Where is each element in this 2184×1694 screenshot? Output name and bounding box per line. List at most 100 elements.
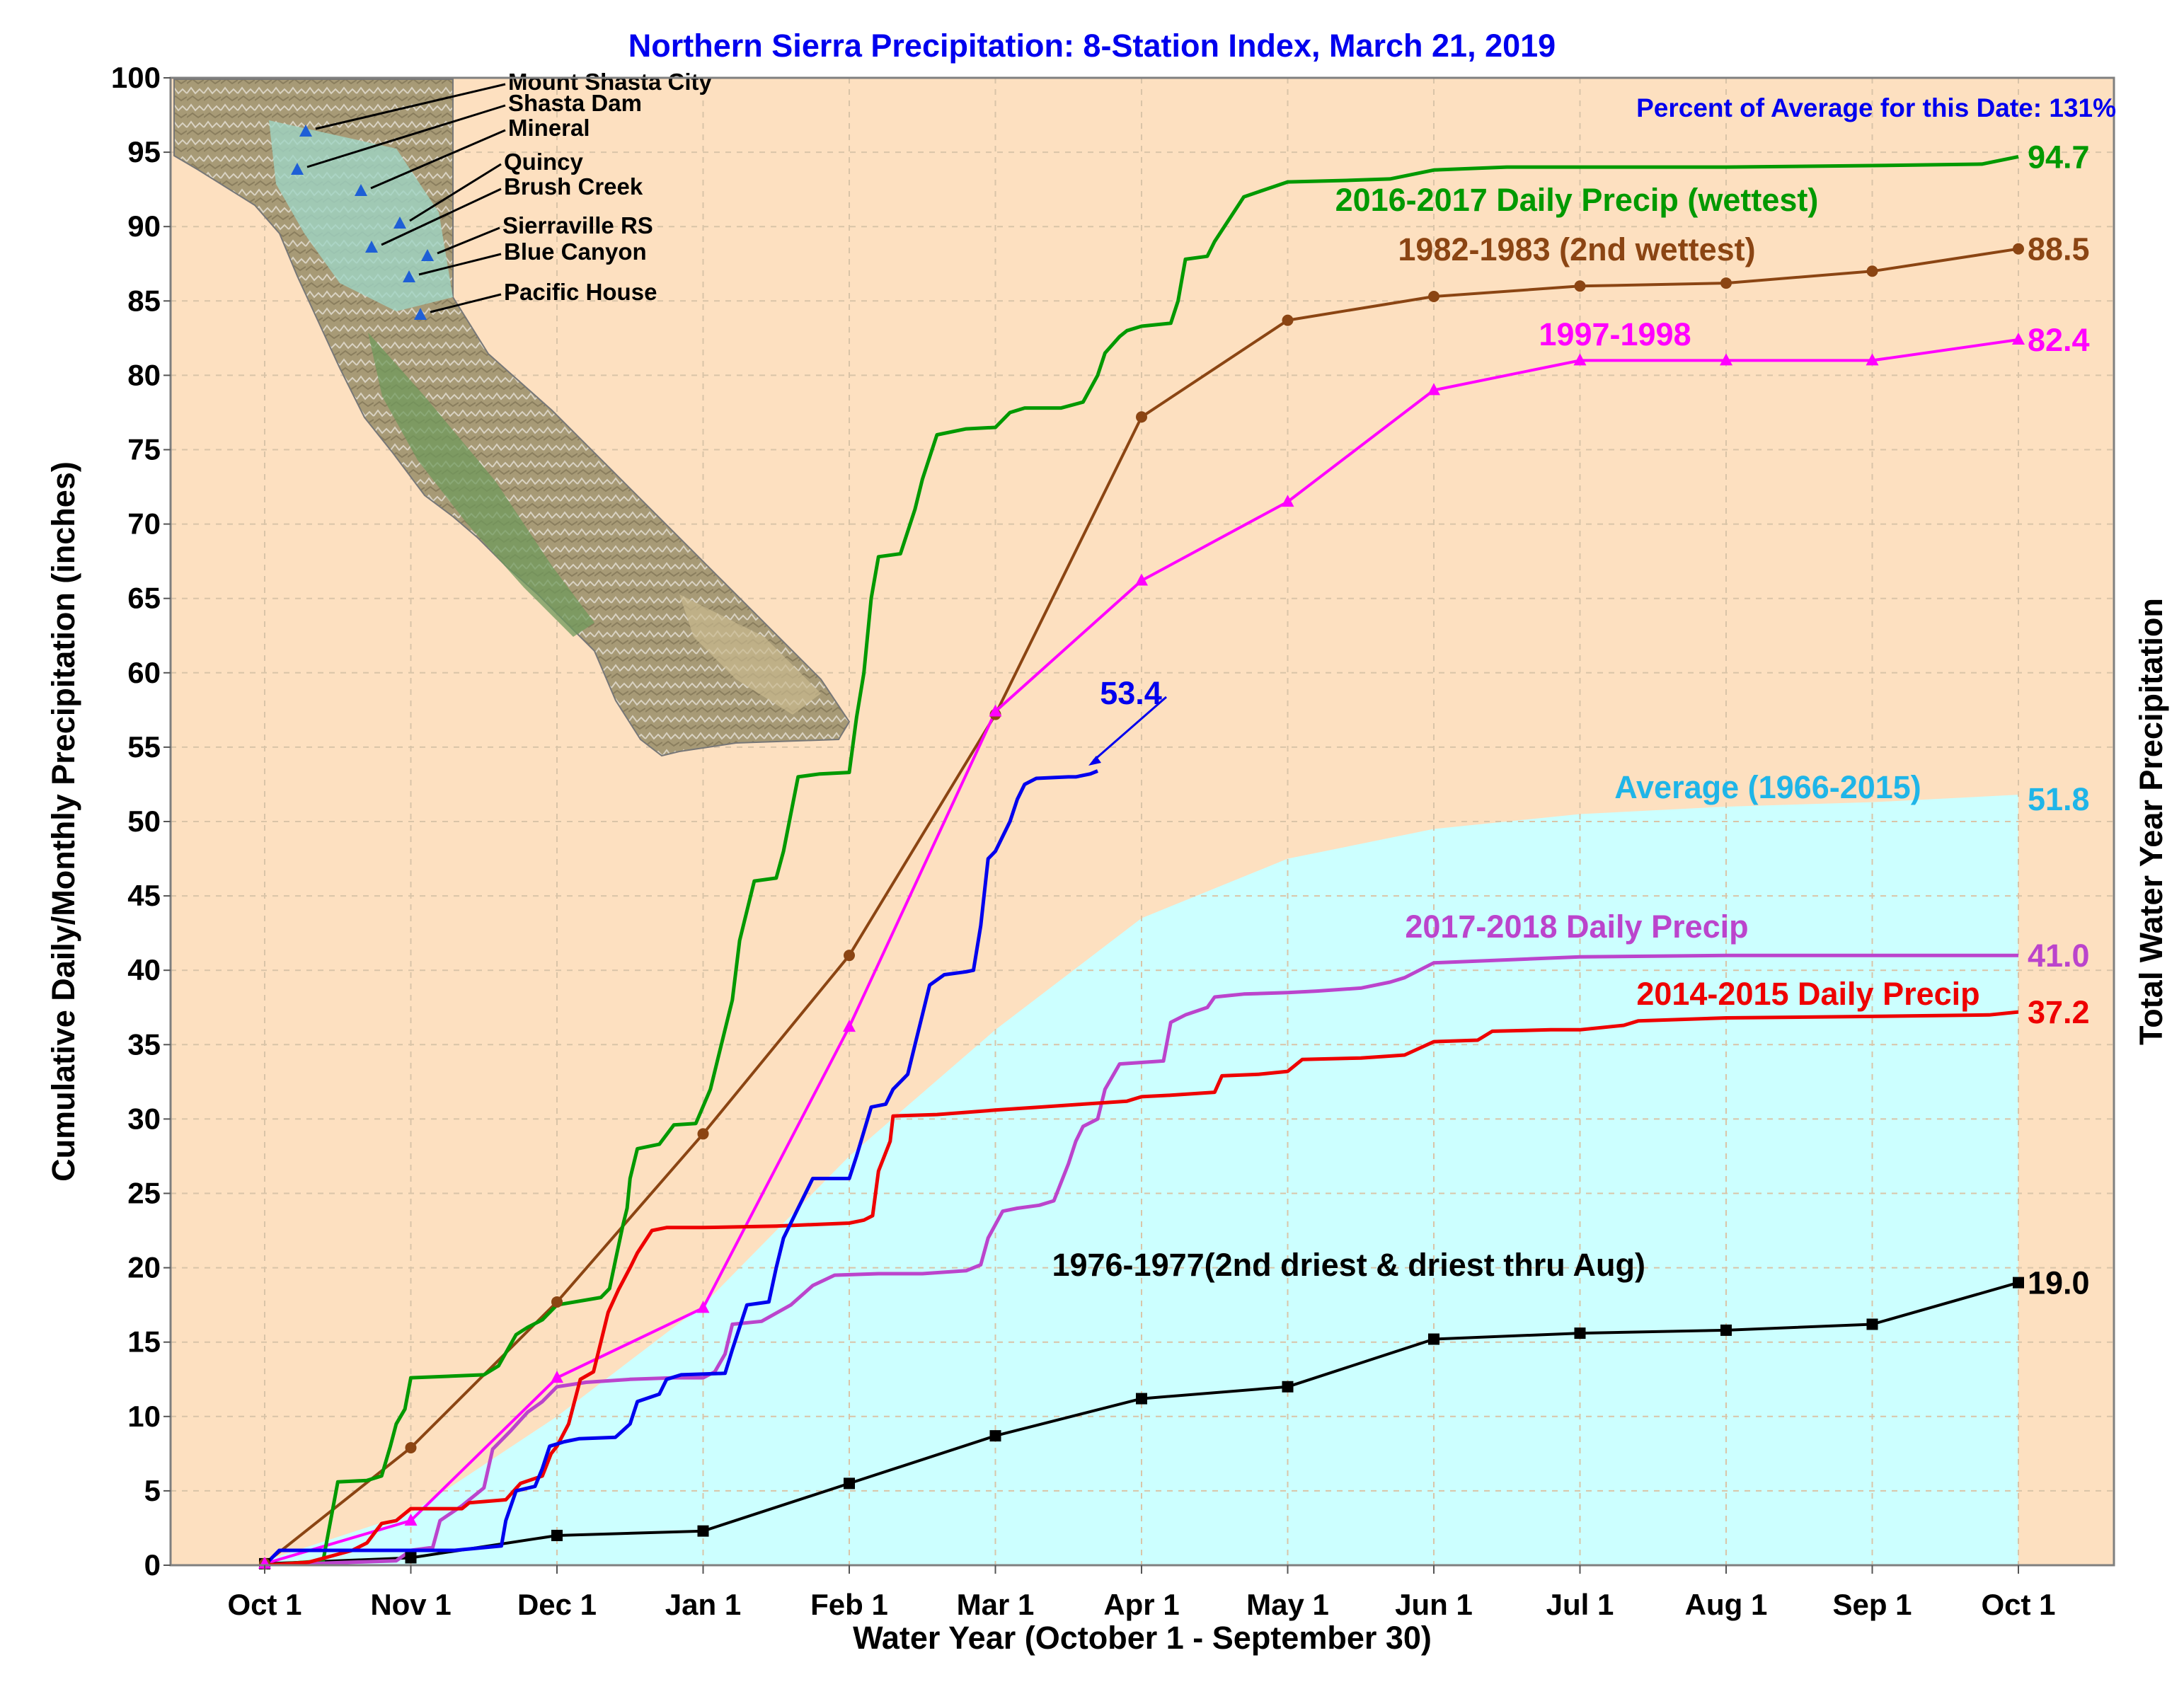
data-point-triangle bbox=[1720, 353, 1732, 366]
series-line bbox=[263, 769, 1098, 1565]
station-callout-line bbox=[315, 83, 506, 130]
central-valley bbox=[368, 333, 594, 637]
chart-subtitle: Percent of Average for this Date: 131% bbox=[1636, 93, 2116, 122]
data-point-triangle bbox=[1573, 353, 1587, 366]
label-1976-1977: 1976-1977(2nd driest & driest thru Aug) bbox=[1052, 1247, 1645, 1283]
series-line bbox=[264, 1010, 2019, 1565]
marker-layer bbox=[258, 243, 2025, 1569]
station-marker-icon bbox=[421, 249, 434, 261]
x-tick-label: Aug 1 bbox=[1685, 1588, 1768, 1621]
data-point-square bbox=[2013, 1277, 2024, 1289]
station-marker-icon bbox=[365, 241, 378, 253]
x-tick-label: May 1 bbox=[1246, 1588, 1329, 1621]
y-tick-label: 80 bbox=[127, 358, 161, 391]
data-point-square bbox=[551, 1529, 563, 1541]
station-marker-icon bbox=[393, 217, 406, 229]
station-callout-line bbox=[430, 293, 502, 313]
label-2016-2017: 2016-2017 Daily Precip (wettest) bbox=[1335, 182, 1819, 218]
southern-desert bbox=[679, 594, 821, 715]
label-average: Average (1966-2015) bbox=[1614, 769, 1921, 805]
y-tick-label: 65 bbox=[127, 582, 161, 615]
station-callout-line bbox=[418, 253, 502, 276]
series-line bbox=[264, 154, 2019, 1565]
data-point-circle bbox=[1136, 411, 1147, 423]
y-tick-label: 55 bbox=[127, 730, 161, 764]
y-tick-label: 50 bbox=[127, 805, 161, 838]
data-point-triangle bbox=[843, 1020, 856, 1032]
station-label: Quincy bbox=[504, 149, 584, 175]
data-point-circle bbox=[697, 1128, 709, 1140]
data-point-circle bbox=[551, 1296, 563, 1308]
x-tick-label: Nov 1 bbox=[370, 1588, 451, 1621]
data-point-square bbox=[1866, 1318, 1878, 1330]
station-marker-icon bbox=[355, 184, 367, 196]
y-tick-label: 5 bbox=[144, 1474, 161, 1507]
station-label: Sierraville RS bbox=[502, 212, 653, 238]
station-marker-icon bbox=[403, 270, 415, 282]
end-value-label: 51.8 bbox=[2028, 781, 2090, 817]
y-tick-label: 20 bbox=[127, 1251, 161, 1284]
station-callout-line bbox=[370, 129, 506, 190]
x-tick-label: Dec 1 bbox=[517, 1588, 597, 1621]
data-point-triangle bbox=[1866, 353, 1879, 366]
data-point-triangle bbox=[1427, 383, 1440, 396]
label-1997-1998: 1997-1998 bbox=[1539, 316, 1691, 352]
callout-arrowhead-2018-2019 bbox=[1088, 756, 1101, 766]
station-marker-icon bbox=[291, 163, 304, 175]
x-tick-label: Apr 1 bbox=[1103, 1588, 1179, 1621]
data-point-circle bbox=[1866, 265, 1878, 277]
data-point-square bbox=[405, 1552, 417, 1564]
y-tick-label: 0 bbox=[144, 1548, 161, 1581]
gridlines bbox=[171, 78, 2114, 1565]
y-tick-label: 40 bbox=[127, 953, 161, 986]
station-label: Pacific House bbox=[504, 279, 657, 305]
data-point-triangle bbox=[1281, 495, 1294, 507]
data-point-square bbox=[1282, 1381, 1294, 1393]
end-value-label: 94.7 bbox=[2028, 139, 2090, 175]
y-tick-label: 10 bbox=[127, 1400, 161, 1433]
station-label: Blue Canyon bbox=[504, 238, 647, 265]
label-2014-2015: 2014-2015 Daily Precip bbox=[1636, 976, 1979, 1012]
data-point-square bbox=[1720, 1324, 1732, 1336]
x-tick-label: Sep 1 bbox=[1832, 1588, 1912, 1621]
y-tick-label: 15 bbox=[127, 1325, 161, 1359]
station-label: Mineral bbox=[508, 115, 590, 141]
data-point-square bbox=[1136, 1393, 1147, 1405]
y-axis-label-right: Total Water Year Precipitation bbox=[2133, 598, 2169, 1045]
y-tick-label: 30 bbox=[127, 1102, 161, 1135]
data-point-triangle bbox=[696, 1301, 710, 1313]
california-map bbox=[173, 79, 851, 757]
end-value-label: 19.0 bbox=[2028, 1265, 2090, 1301]
data-point-circle bbox=[1428, 290, 1439, 302]
data-point-circle bbox=[844, 950, 855, 962]
label-2018-2019-value: 53.4 bbox=[1100, 675, 1162, 711]
data-point-square bbox=[1428, 1333, 1439, 1345]
end-value-label: 88.5 bbox=[2028, 231, 2090, 267]
axis-ticks: 0 5 10 15 20 25 30 35 40 45 50 55 60 65 70 75 80 85 90 95 10… bbox=[111, 61, 2056, 1621]
station-callout-line bbox=[306, 104, 506, 168]
y-tick-label: 35 bbox=[127, 1027, 161, 1061]
y-tick-label: 60 bbox=[127, 656, 161, 689]
y-tick-label: 100 bbox=[111, 61, 161, 94]
data-point-square bbox=[844, 1477, 855, 1490]
callout-arrow-2018-2019 bbox=[1093, 696, 1167, 762]
chart-title: Northern Sierra Precipitation: 8-Station… bbox=[628, 28, 1556, 64]
data-point-square bbox=[697, 1525, 709, 1537]
station-label: Brush Creek bbox=[504, 173, 643, 200]
y-axis-label: Cumulative Daily/Monthly Precipitation (… bbox=[45, 461, 81, 1182]
data-point-circle bbox=[1720, 277, 1732, 289]
end-value-label: 37.2 bbox=[2028, 994, 2090, 1030]
x-tick-label: Jan 1 bbox=[665, 1588, 741, 1621]
y-tick-label: 70 bbox=[127, 507, 161, 541]
label-1982-1983: 1982-1983 (2nd wettest) bbox=[1398, 231, 1755, 267]
station-marker-icon bbox=[299, 125, 312, 137]
sacramento-valley bbox=[269, 120, 453, 311]
x-tick-label: Mar 1 bbox=[957, 1588, 1035, 1621]
data-point-circle bbox=[1282, 314, 1294, 326]
station-callout-line bbox=[409, 163, 502, 222]
station-label: Shasta Dam bbox=[508, 90, 642, 116]
series-line bbox=[264, 953, 2018, 1565]
x-tick-label: Oct 1 bbox=[1981, 1588, 2055, 1621]
y-tick-label: 45 bbox=[127, 879, 161, 912]
